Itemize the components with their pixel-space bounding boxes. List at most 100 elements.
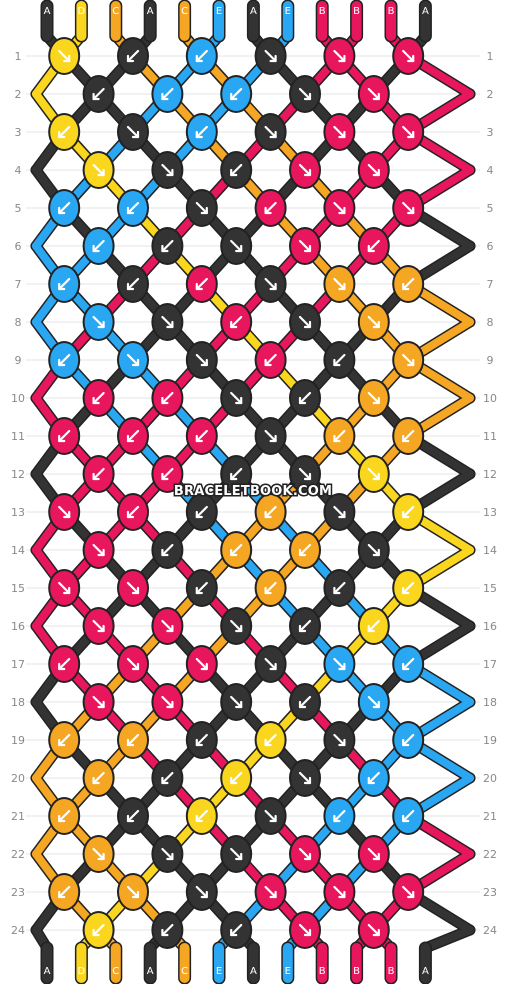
arrow-down-right-icon [367,163,380,177]
arrow-head-icon [402,510,410,519]
arrow-down-right-icon [92,315,105,329]
arrow-head-icon [97,700,105,709]
arrow-down-left-icon [161,923,174,937]
row-number-right: 19 [483,734,497,747]
top-strand-letter: A [250,6,257,17]
row-number-left: 18 [11,696,25,709]
arrow-down-left-icon [402,809,415,823]
arrow-down-right-icon [264,277,277,291]
arrow-down-left-icon [195,581,208,595]
row-number-left: 7 [15,278,22,291]
arrow-down-right-icon [230,847,243,861]
row-number-right: 5 [487,202,494,215]
arrow-down-right-icon [195,201,208,215]
arrow-down-left-icon [402,429,415,443]
arrow-down-left-icon [367,771,380,785]
arrow-down-left-icon [161,239,174,253]
arrow-head-icon [269,434,277,443]
arrow-down-right-icon [126,885,140,899]
arrow-down-right-icon [230,391,243,405]
arrow-head-icon [269,814,277,823]
arrow-down-left-icon [58,885,71,899]
arrow-head-icon [338,282,346,291]
arrow-head-icon [264,206,272,215]
arrow-down-right-icon [333,733,346,747]
arrow-down-left-icon [333,429,346,443]
arrow-down-right-icon [402,201,415,215]
arrow-down-left-icon [195,505,208,519]
arrow-down-left-icon [161,87,174,101]
arrow-head-icon [338,890,346,899]
arrow-head-icon [407,358,415,367]
arrow-head-icon [338,738,346,747]
arrow-down-right-icon [298,467,312,481]
arrow-down-right-icon [58,505,71,519]
bottom-strand-letter: B [353,966,360,977]
arrow-down-left-icon [92,239,105,253]
arrow-down-left-icon [402,277,415,291]
arrow-head-icon [166,320,174,329]
arrow-down-left-icon [264,733,277,747]
arrow-down-right-icon [367,87,380,101]
arrow-down-right-icon [92,163,105,177]
arrow-head-icon [367,244,375,253]
row-number-right: 23 [483,886,497,899]
arrow-down-right-icon [126,581,140,595]
arrow-head-icon [230,548,238,557]
arrow-down-right-icon [298,771,312,785]
arrow-down-right-icon [264,809,277,823]
arrow-down-right-icon [402,353,415,367]
arrow-head-icon [195,54,203,63]
arrow-head-icon [407,206,415,215]
arrow-down-left-icon [230,315,243,329]
row-number-left: 21 [11,810,25,823]
arrow-down-left-icon [402,581,415,595]
arrow-head-icon [166,624,174,633]
arrow-head-icon [230,168,238,177]
arrow-down-right-icon [333,201,346,215]
arrow-head-icon [200,890,208,899]
bottom-strand-letter: C [112,966,119,977]
arrow-head-icon [303,320,312,329]
top-strand-letter: C [181,6,188,17]
arrow-head-icon [195,130,203,139]
arrow-down-left-icon [298,543,312,557]
arrow-head-icon [269,282,277,291]
arrow-down-left-icon [58,733,71,747]
arrow-down-left-icon [298,619,312,633]
arrow-down-left-icon [195,733,208,747]
arrow-head-icon [58,282,66,291]
arrow-head-icon [230,92,238,101]
row-number-right: 18 [483,696,497,709]
arrow-head-icon [264,510,272,519]
arrow-head-icon [230,320,238,329]
arrow-down-right-icon [298,87,312,101]
arrow-down-right-icon [367,315,380,329]
row-number-left: 16 [11,620,25,633]
row-number-right: 20 [483,772,497,785]
arrow-head-icon [303,244,312,253]
arrow-head-icon [58,130,66,139]
arrow-down-right-icon [195,353,208,367]
arrow-down-right-icon [367,467,380,481]
arrow-down-right-icon [333,505,346,519]
arrow-down-right-icon [195,657,208,671]
arrow-down-right-icon [402,49,415,63]
arrow-down-left-icon [298,391,312,405]
arrow-head-icon [126,54,135,63]
arrow-down-left-icon [58,809,71,823]
arrow-down-left-icon [402,657,415,671]
row-number-left: 4 [15,164,22,177]
arrow-down-left-icon [195,277,208,291]
arrow-head-icon [166,168,174,177]
arrow-head-icon [161,928,169,937]
arrow-down-left-icon [58,657,71,671]
row-number-right: 1 [487,50,494,63]
arrow-down-right-icon [333,125,346,139]
row-number-left: 24 [11,924,25,937]
arrow-down-right-icon [333,277,346,291]
arrow-head-icon [303,92,312,101]
top-strand-letter: C [112,6,119,17]
arrow-down-right-icon [58,581,71,595]
